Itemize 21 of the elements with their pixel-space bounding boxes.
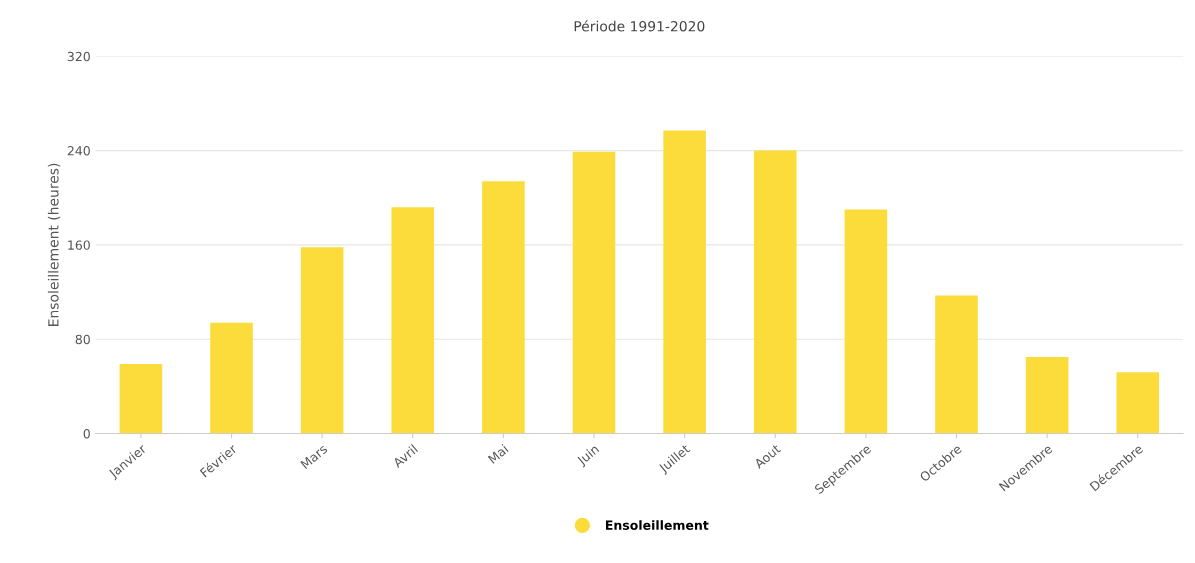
- bar: [844, 209, 888, 434]
- chart-title: Période 1991-2020: [574, 20, 705, 32]
- y-tick-label: 320: [67, 51, 90, 62]
- bar: [1116, 372, 1160, 434]
- bar: [663, 130, 706, 434]
- y-tick-label: 240: [67, 146, 90, 156]
- bar: [572, 151, 616, 434]
- y-tick-label: 0: [83, 428, 90, 439]
- y-axis-title: Ensoleillement (heures): [47, 163, 61, 326]
- bar: [210, 322, 253, 434]
- bar: [391, 207, 435, 434]
- bar: [753, 150, 797, 434]
- x-tick-label: Mai: [487, 443, 509, 464]
- y-tick-label: 80: [75, 334, 90, 345]
- bar: [1025, 356, 1069, 434]
- bar: [119, 363, 163, 434]
- bar: [300, 247, 344, 434]
- bar: [935, 295, 978, 434]
- legend-label: Ensoleillement: [606, 520, 709, 530]
- bar: [482, 181, 525, 434]
- y-tick-label: 160: [68, 240, 90, 250]
